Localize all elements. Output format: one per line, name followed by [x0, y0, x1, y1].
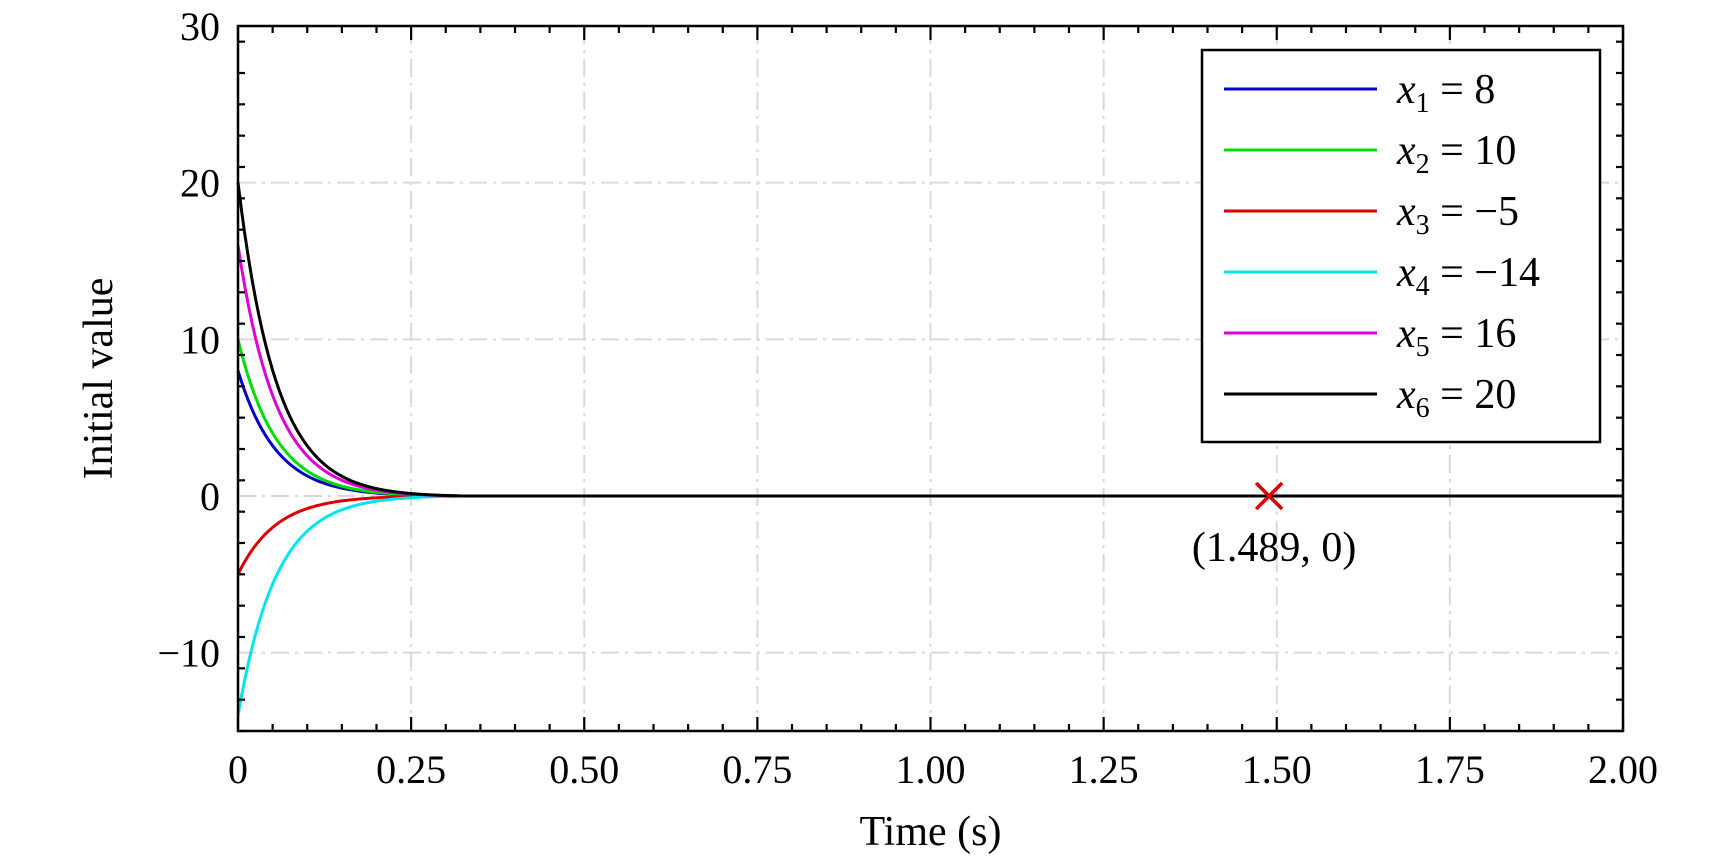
y-tick-label: 20 [180, 161, 220, 206]
x-axis-label: Time (s) [860, 809, 1002, 855]
annotation-label: (1.489, 0) [1192, 525, 1356, 571]
legend-label-4: x4 = −14 [1396, 250, 1540, 302]
x-tick-label: 1.50 [1242, 747, 1312, 792]
y-tick-label: 10 [180, 317, 220, 362]
y-tick-label: 0 [200, 474, 220, 519]
y-tick-label: 30 [180, 4, 220, 49]
axis-ticks [236, 26, 1625, 733]
legend: x1 = 8 x2 = 10 x3 = −5 x4 = −14 x5 = 16 x6 = … [1200, 48, 1602, 444]
annotation: (1.489, 0) [1192, 481, 1356, 571]
legend-box [1200, 48, 1602, 444]
y-axis-label: Initial value [76, 278, 122, 480]
x-tick-label: 1.00 [896, 747, 966, 792]
series-lines [236, 182, 1623, 716]
axis-tick-labels: 0 0.25 0.50 0.75 1.00 1.25 1.50 1.75 2.00 −10 0 10 2… [157, 4, 1658, 792]
legend-label-1: x1 = 8 [1396, 67, 1495, 119]
series-line-6 [236, 182, 1623, 498]
x-tick-label: 1.75 [1415, 747, 1485, 792]
legend-label-3: x3 = −5 [1396, 189, 1519, 241]
x-tick-label: 0.50 [549, 747, 619, 792]
annotation-marker [1254, 481, 1284, 511]
legend-label-5: x5 = 16 [1396, 311, 1516, 363]
x-tick-label: 2.00 [1588, 747, 1658, 792]
x-tick-label: 1.25 [1069, 747, 1139, 792]
x-tick-label: 0.75 [722, 747, 792, 792]
legend-label-6: x6 = 20 [1396, 372, 1516, 424]
x-tick-label: 0.25 [376, 747, 446, 792]
y-tick-label: −10 [157, 631, 220, 676]
x-tick-label: 0 [228, 747, 248, 792]
legend-label-2: x2 = 10 [1396, 128, 1516, 180]
grid-lines [238, 26, 1623, 731]
